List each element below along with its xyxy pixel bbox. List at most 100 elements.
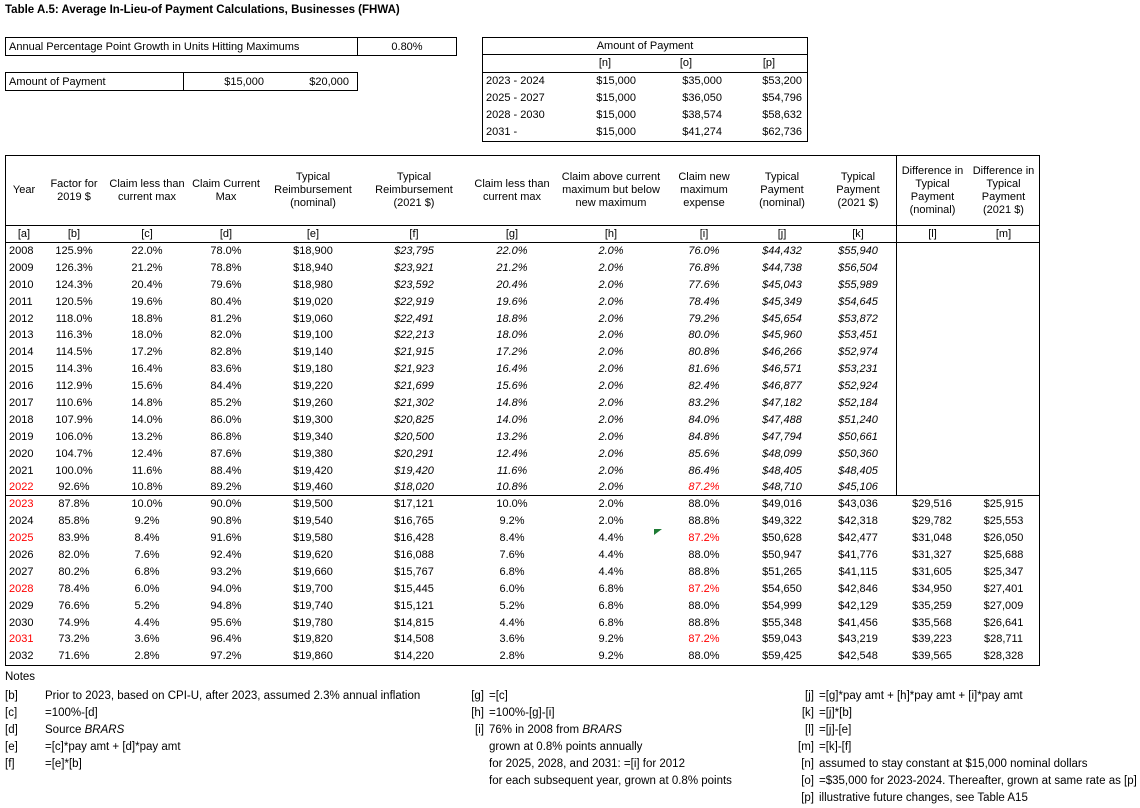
cell-f-typical-reimb-2021[interactable]: $20,291 [394,447,434,460]
cell-c-claim-less[interactable]: 2.8% [134,650,160,663]
cell-k-typical-payment-2021[interactable]: $52,184 [838,397,878,410]
cell-d-claim-current-max[interactable]: 92.4% [210,549,242,562]
cell-e-typical-reimb-nominal[interactable]: $19,140 [293,346,333,359]
cell-k-typical-payment-2021[interactable]: $53,231 [838,363,878,376]
cell-h-claim-above[interactable]: 2.0% [598,430,624,443]
cell-d-claim-current-max[interactable]: 91.6% [210,532,242,545]
cell-e-typical-reimb-nominal[interactable]: $19,540 [293,515,333,528]
cell-k-typical-payment-2021[interactable]: $41,115 [838,565,878,578]
cell-c-claim-less[interactable]: 6.8% [134,565,160,578]
cell-k-typical-payment-2021[interactable]: $56,504 [838,261,878,274]
cell-d-claim-current-max[interactable]: 83.6% [210,363,242,376]
cell-l-difference-nominal[interactable]: $29,516 [912,498,952,511]
cell-c-claim-less[interactable]: 10.8% [131,481,163,494]
cell-c-claim-less[interactable]: 11.6% [131,464,163,477]
cell-e-typical-reimb-nominal[interactable]: $19,860 [293,650,333,663]
cell-g-claim-less[interactable]: 8.4% [499,532,525,545]
cell-b-factor[interactable]: 110.6% [55,397,93,410]
cell-year[interactable]: 2020 [9,447,34,460]
cell-k-typical-payment-2021[interactable]: $42,548 [838,650,878,663]
cell-e-typical-reimb-nominal[interactable]: $18,900 [293,245,333,257]
cell-b-factor[interactable]: 125.9% [55,245,93,257]
cell-h-claim-above[interactable]: 9.2% [598,650,624,663]
cell-m-difference-2021[interactable]: $25,688 [983,549,1024,562]
cell-d-claim-current-max[interactable]: 85.2% [210,397,242,410]
cell-b-factor[interactable]: 78.4% [58,582,90,595]
cell-year[interactable]: 2014 [9,346,34,359]
cell-f-typical-reimb-2021[interactable]: $16,428 [394,532,434,545]
cell-f-typical-reimb-2021[interactable]: $23,795 [394,245,434,257]
cell-j-typical-payment-nominal[interactable]: $49,322 [762,515,802,528]
cell-k-typical-payment-2021[interactable]: $53,872 [838,312,878,325]
schedule-o-value[interactable]: $35,000 [682,75,722,87]
cell-e-typical-reimb-nominal[interactable]: $19,820 [293,633,333,646]
schedule-p-value[interactable]: $62,736 [762,126,802,138]
cell-c-claim-less[interactable]: 15.6% [131,380,163,393]
cell-c-claim-less[interactable]: 17.2% [131,346,163,359]
cell-f-typical-reimb-2021[interactable]: $17,121 [394,498,434,511]
cell-f-typical-reimb-2021[interactable]: $19,420 [394,464,434,477]
cell-c-claim-less[interactable]: 14.0% [131,413,163,426]
cell-l-difference-nominal[interactable] [896,276,968,294]
cell-g-claim-less[interactable]: 21.2% [496,261,528,274]
cell-i-claim-new-max[interactable]: 82.4% [688,380,720,393]
cell-k-typical-payment-2021[interactable]: $50,360 [838,447,878,460]
schedule-period[interactable]: 2031 - [486,126,518,138]
cell-year[interactable]: 2010 [9,278,34,291]
cell-m-difference-2021[interactable] [968,344,1039,361]
cell-i-claim-new-max[interactable]: 76.0% [688,245,720,257]
cell-j-typical-payment-nominal[interactable]: $50,947 [762,549,802,562]
cell-h-claim-above[interactable]: 6.8% [598,599,624,612]
cell-h-claim-above[interactable]: 2.0% [598,295,624,308]
cell-c-claim-less[interactable]: 18.0% [131,329,163,342]
cell-g-claim-less[interactable]: 18.8% [496,312,528,325]
cell-k-typical-payment-2021[interactable]: $55,940 [838,245,878,257]
cell-f-typical-reimb-2021[interactable]: $18,020 [394,481,434,494]
cell-b-factor[interactable]: 114.3% [55,363,93,376]
cell-b-factor[interactable]: 104.7% [55,447,93,460]
cell-e-typical-reimb-nominal[interactable]: $19,020 [293,295,333,308]
cell-d-claim-current-max[interactable]: 90.0% [210,498,242,511]
cell-i-claim-new-max[interactable]: 88.0% [688,650,720,663]
cell-h-claim-above[interactable]: 4.4% [598,565,624,578]
cell-g-claim-less[interactable]: 19.6% [496,295,528,308]
cell-d-claim-current-max[interactable]: 84.4% [210,380,242,393]
cell-j-typical-payment-nominal[interactable]: $47,488 [762,413,802,426]
cell-i-claim-new-max[interactable]: 87.2% [688,481,720,494]
cell-i-claim-new-max[interactable]: 83.2% [688,397,720,410]
cell-h-claim-above[interactable]: 2.0% [598,413,624,426]
cell-b-factor[interactable]: 92.6% [58,481,90,494]
cell-j-typical-payment-nominal[interactable]: $46,266 [762,346,802,359]
cell-j-typical-payment-nominal[interactable]: $48,710 [762,481,802,494]
cell-d-claim-current-max[interactable]: 80.4% [210,295,242,308]
cell-k-typical-payment-2021[interactable]: $43,036 [838,498,878,511]
cell-year[interactable]: 2013 [9,329,34,342]
cell-h-claim-above[interactable]: 2.0% [598,278,624,291]
cell-i-claim-new-max[interactable]: 87.2% [688,582,720,595]
schedule-period[interactable]: 2023 - 2024 [486,75,545,87]
cell-m-difference-2021[interactable]: $25,915 [983,498,1024,511]
cell-h-claim-above[interactable]: 2.0% [598,481,624,494]
cell-f-typical-reimb-2021[interactable]: $22,919 [394,295,434,308]
cell-e-typical-reimb-nominal[interactable]: $19,100 [293,329,333,342]
cell-year[interactable]: 2019 [9,430,34,443]
cell-e-typical-reimb-nominal[interactable]: $19,180 [293,363,333,376]
cell-b-factor[interactable]: 100.0% [55,464,93,477]
cell-k-typical-payment-2021[interactable]: $42,318 [838,515,878,528]
cell-g-claim-less[interactable]: 14.0% [496,413,528,426]
cell-e-typical-reimb-nominal[interactable]: $19,660 [293,565,333,578]
cell-c-claim-less[interactable]: 13.2% [131,430,163,443]
schedule-o-value[interactable]: $38,574 [682,109,722,121]
cell-f-typical-reimb-2021[interactable]: $15,767 [394,565,434,578]
cell-f-typical-reimb-2021[interactable]: $15,445 [394,582,434,595]
cell-g-claim-less[interactable]: 5.2% [499,599,525,612]
cell-g-claim-less[interactable]: 16.4% [496,363,528,376]
cell-i-claim-new-max[interactable]: 88.8% [688,515,720,528]
cell-d-claim-current-max[interactable]: 90.8% [210,515,242,528]
cell-g-claim-less[interactable]: 13.2% [496,430,528,443]
cell-c-claim-less[interactable]: 16.4% [131,363,163,376]
cell-h-claim-above[interactable]: 4.4% [598,549,624,562]
cell-m-difference-2021[interactable] [968,327,1039,344]
cell-l-difference-nominal[interactable] [896,395,968,412]
cell-l-difference-nominal[interactable]: $31,605 [912,565,952,578]
